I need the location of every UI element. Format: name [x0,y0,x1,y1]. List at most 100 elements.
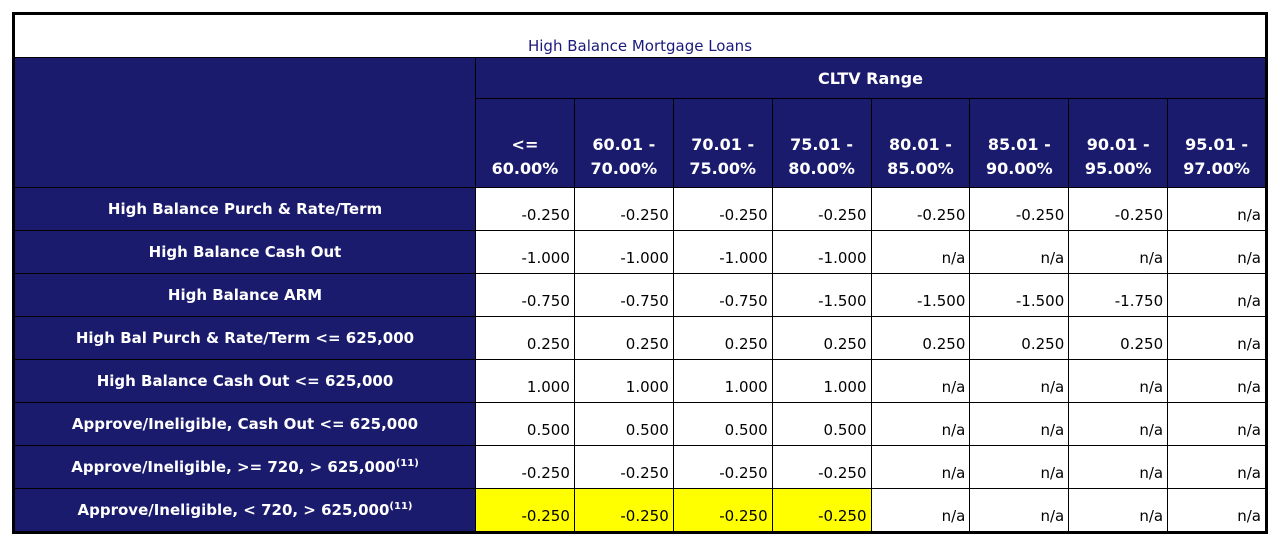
adjustment-cell: n/a [1167,445,1267,489]
adjustment-cell: n/a [870,359,971,403]
column-header-line1: 95.01 - [1185,135,1248,154]
cltv-column-header: 80.01 - 85.00% [870,98,971,188]
adjustment-cell: -1.500 [969,273,1070,317]
high-balance-table: High Balance Mortgage Loans CLTV Range <… [12,12,1268,534]
adjustment-cell: 0.250 [573,316,674,360]
column-header-line1: 75.01 - [790,135,853,154]
column-header-line1: 85.01 - [987,135,1051,154]
row-label: Approve/Ineligible, < 720, > 625,000(11) [13,488,476,533]
adjustment-cell: -0.250 [771,187,872,231]
adjustment-cell: n/a [969,359,1070,403]
adjustment-cell: n/a [969,445,1070,489]
column-header-line1: <= [511,135,539,154]
cltv-column-header: 60.01 - 70.00% [573,98,674,188]
adjustment-cell: -0.750 [573,273,674,317]
adjustment-cell: -0.250 [573,187,674,231]
adjustment-cell: -0.250 [475,187,575,231]
column-header-line2: 80.00% [788,159,855,178]
row-label: High Balance Cash Out <= 625,000 [13,359,476,403]
column-header-line1: 80.01 - [889,135,952,154]
row-label-text: High Balance ARM [167,286,323,304]
row-label: High Bal Purch & Rate/Term <= 625,000 [13,316,476,360]
adjustment-cell: 0.500 [771,402,872,446]
row-label-text: Approve/Ineligible, Cash Out <= 625,000 [71,415,419,433]
adjustment-cell: -0.250 [870,187,971,231]
pricing-table-container: High Balance Mortgage Loans CLTV Range <… [12,12,1268,534]
row-label: High Balance ARM [13,273,476,317]
row-header-corner [13,57,476,188]
column-header-line2: 90.00% [985,159,1053,178]
table-row: High Bal Purch & Rate/Term <= 625,000 0.2… [13,316,1267,360]
adjustment-cell: n/a [1167,488,1267,533]
adjustment-cell: 0.250 [771,316,872,360]
adjustment-cell: n/a [870,402,971,446]
adjustment-cell: 0.250 [672,316,773,360]
adjustment-cell: -1.500 [771,273,872,317]
adjustment-cell: -0.250 [969,187,1070,231]
adjustment-cell: -0.250 [1068,187,1169,231]
row-label: High Balance Cash Out [13,230,476,274]
adjustment-cell: n/a [1167,316,1267,360]
adjustment-cell: n/a [1068,230,1169,274]
adjustment-cell: n/a [870,445,971,489]
adjustment-cell: -0.250 [573,445,674,489]
table-body: High Balance Purch & Rate/Term -0.250 -0.2… [13,187,1267,533]
cltv-column-header: 85.01 - 90.00% [969,98,1070,188]
column-header-row: <= 60.00% 60.01 - 70.00% 70.01 - 75.00% 75.01 … [14,98,1267,188]
cltv-column-header: 95.01 - 97.00% [1167,98,1267,188]
adjustment-cell: n/a [1068,488,1169,533]
row-label-text: High Balance Purch & Rate/Term [107,200,383,218]
column-header-line1: 90.01 - [1086,135,1150,154]
adjustment-cell: 1.000 [573,359,674,403]
adjustment-cell: 0.250 [1068,316,1169,360]
adjustment-cell: n/a [1167,187,1267,231]
adjustment-cell: -1.000 [771,230,872,274]
cltv-range-header: CLTV Range [475,57,1267,99]
adjustment-cell: -0.250 [672,187,773,231]
adjustment-cell: -0.250 [771,445,872,489]
adjustment-cell: n/a [1167,402,1267,446]
adjustment-cell: 0.250 [475,316,575,360]
adjustment-cell: n/a [969,402,1070,446]
adjustment-cell: n/a [1167,273,1267,317]
table-row: Approve/Ineligible, >= 720, > 625,000(11… [13,445,1267,489]
adjustment-cell: -0.250 [672,488,773,533]
adjustment-cell: -0.250 [475,445,575,489]
adjustment-cell: n/a [1068,402,1169,446]
column-header-line2: 60.00% [491,159,559,178]
column-header-line2: 70.00% [590,159,658,178]
table-row: Approve/Ineligible, Cash Out <= 625,000 0… [13,402,1267,446]
table-row: High Balance Cash Out <= 625,000 1.000 1.0… [13,359,1267,403]
adjustment-cell: n/a [969,230,1070,274]
adjustment-cell: n/a [870,230,971,274]
cltv-column-header: 90.01 - 95.00% [1068,98,1169,188]
adjustment-cell: 0.250 [969,316,1070,360]
column-header-line1: 60.01 - [592,135,656,154]
table-title: High Balance Mortgage Loans [13,13,1267,58]
adjustment-cell: 0.500 [573,402,674,446]
column-header-line2: 85.00% [887,159,954,178]
adjustment-cell: n/a [1068,445,1169,489]
footnote-ref: (11) [395,458,419,469]
adjustment-cell: 1.000 [475,359,575,403]
adjustment-cell: -1.000 [573,230,674,274]
adjustment-cell: n/a [870,488,971,533]
adjustment-cell: n/a [1167,359,1267,403]
adjustment-cell: 0.500 [475,402,575,446]
column-header-line2: 75.00% [689,159,756,178]
column-header-line2: 95.00% [1084,159,1152,178]
adjustment-cell: 1.000 [672,359,773,403]
adjustment-cell: n/a [969,488,1070,533]
adjustment-cell: -1.000 [672,230,773,274]
column-header-line1: 70.01 - [691,135,755,154]
row-label: Approve/Ineligible, >= 720, > 625,000(11… [13,445,476,489]
adjustment-cell: -0.750 [475,273,575,317]
row-label-text: High Balance Cash Out [148,243,342,261]
table-row: High Balance ARM -0.750 -0.750 -0.750 -1.500… [13,273,1267,317]
adjustment-cell: -0.250 [672,445,773,489]
cltv-column-header: 75.01 - 80.00% [771,98,872,188]
cltv-column-header: 70.01 - 75.00% [672,98,773,188]
adjustment-cell: -1.500 [870,273,971,317]
adjustment-cell: n/a [1068,359,1169,403]
adjustment-cell: -1.750 [1068,273,1169,317]
